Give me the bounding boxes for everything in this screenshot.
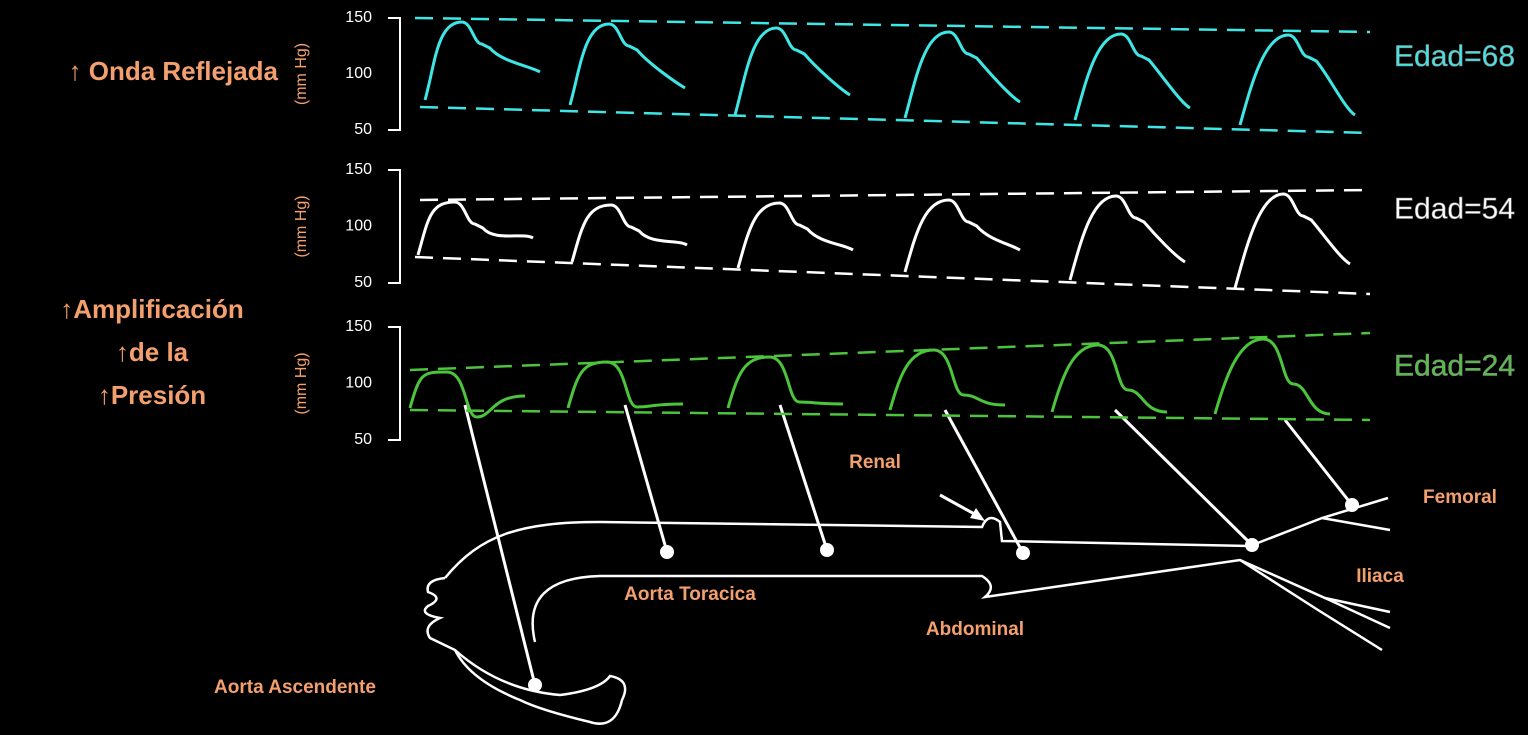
anatomy-label: Femoral: [1423, 487, 1497, 508]
age-label: Edad=24: [1394, 350, 1515, 383]
y-axis-label: (mm Hg): [293, 195, 310, 257]
pressure-wave: [1213, 337, 1331, 416]
pressure-wave: [733, 26, 851, 116]
tick-label: 150: [345, 318, 372, 335]
age-label: Edad=54: [1394, 193, 1515, 226]
pressure-wave: [423, 20, 541, 101]
tick-label: 150: [345, 9, 372, 26]
pressure-wave: [736, 201, 854, 269]
pressure-wave: [1073, 32, 1191, 121]
anatomy-label: Aorta Ascendente: [214, 677, 376, 698]
age-label: Edad=68: [1394, 40, 1515, 73]
pressure-wave: [1238, 33, 1356, 126]
y-axis-label: (mm Hg): [293, 43, 310, 105]
aorta-outline: [423, 404, 1391, 725]
pressure-wave: [408, 370, 526, 419]
tick-label: 50: [354, 431, 372, 448]
pressure-wave: [903, 30, 1021, 119]
pressure-wave: [568, 22, 686, 106]
tick-label: 50: [354, 274, 372, 291]
anatomy-label: Aorta Toracica: [624, 584, 756, 605]
tick-label: 150: [345, 161, 372, 178]
envelope-line: [414, 255, 1371, 296]
envelope-line: [409, 408, 1371, 422]
anatomy-label: Iliaca: [1356, 566, 1404, 587]
pressure-wave: [1050, 343, 1168, 414]
anatomy-label: Renal: [849, 452, 901, 473]
pressure-wave: [570, 203, 688, 263]
pressure-wave: [416, 200, 534, 256]
y-axis-label: (mm Hg): [293, 352, 310, 414]
pressure-wave: [726, 355, 844, 409]
axis: [388, 17, 401, 131]
axis: [388, 326, 401, 441]
amplification-label: ↑de la: [116, 337, 189, 367]
pressure-wave: [888, 348, 1006, 411]
tick-label: 100: [345, 375, 372, 392]
pressure-wave: [566, 360, 684, 409]
pressure-wave: [1068, 194, 1186, 281]
amplification-label: ↑Presión: [98, 380, 206, 410]
envelope-line: [419, 188, 1371, 202]
envelope-line: [409, 331, 1371, 372]
tick-label: 100: [345, 218, 372, 235]
pressure-wave: [1233, 192, 1351, 289]
axis: [388, 169, 401, 284]
reflected-wave-label: ↑ Onda Reflejada: [69, 56, 279, 86]
envelope-line: [414, 16, 1371, 34]
pressure-wave: [903, 198, 1021, 273]
amplification-label: ↑Amplificación: [60, 294, 243, 324]
anatomy-label: Abdominal: [926, 619, 1024, 640]
envelope-line: [419, 105, 1371, 135]
tick-label: 50: [354, 121, 372, 138]
tick-label: 100: [345, 65, 372, 82]
